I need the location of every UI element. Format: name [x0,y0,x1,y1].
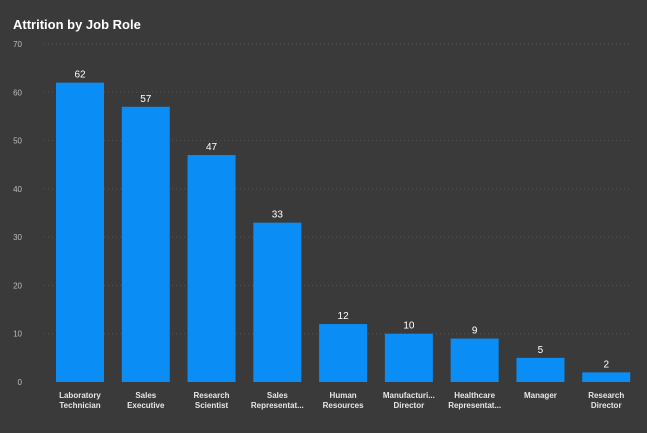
bar[interactable] [582,372,631,382]
data-label: 62 [74,70,86,81]
data-label: 33 [272,210,284,221]
category-label: Sales Executive [127,391,165,410]
y-tick-label: 30 [13,233,22,242]
chart-title: Attrition by Job Role [13,17,141,32]
data-label: 5 [538,345,544,356]
data-label: 57 [140,94,152,105]
category-label: Human Resources [323,391,364,410]
y-tick-label: 0 [18,378,23,387]
data-labels: 62 57 47 33 12 10 9 5 2 [74,70,609,371]
category-labels: Laboratory Technician Sales Executive Resear… [59,391,624,410]
y-tick-label: 50 [13,137,22,146]
bar[interactable] [121,106,170,383]
data-label: 9 [472,326,478,337]
y-tick-label: 10 [13,330,22,339]
y-tick-label: 40 [13,185,22,194]
data-label: 47 [206,142,218,153]
bar[interactable] [187,155,236,382]
y-tick-label: 70 [13,40,22,49]
data-label: 12 [338,311,350,322]
category-label: Sales Representat... [251,391,304,410]
category-label: Research Director [588,391,624,410]
category-label: Manufacturi... Director [383,391,435,410]
y-tick-label: 60 [13,88,22,97]
bar[interactable] [56,82,104,382]
bars [56,82,631,383]
bar[interactable] [450,338,499,382]
bar[interactable] [384,333,433,382]
y-axis-ticks: 0 10 20 30 40 50 60 70 [13,40,22,387]
bar[interactable] [253,222,302,382]
data-label: 10 [403,321,415,332]
bar[interactable] [516,357,565,382]
data-label: 2 [603,359,609,370]
bar[interactable] [319,324,368,382]
category-label: Manager [524,391,557,400]
category-label: Research Scientist [194,391,230,410]
y-tick-label: 20 [13,281,22,290]
category-label: Healthcare Representat... [448,391,501,410]
category-label: Laboratory Technician [59,391,101,410]
